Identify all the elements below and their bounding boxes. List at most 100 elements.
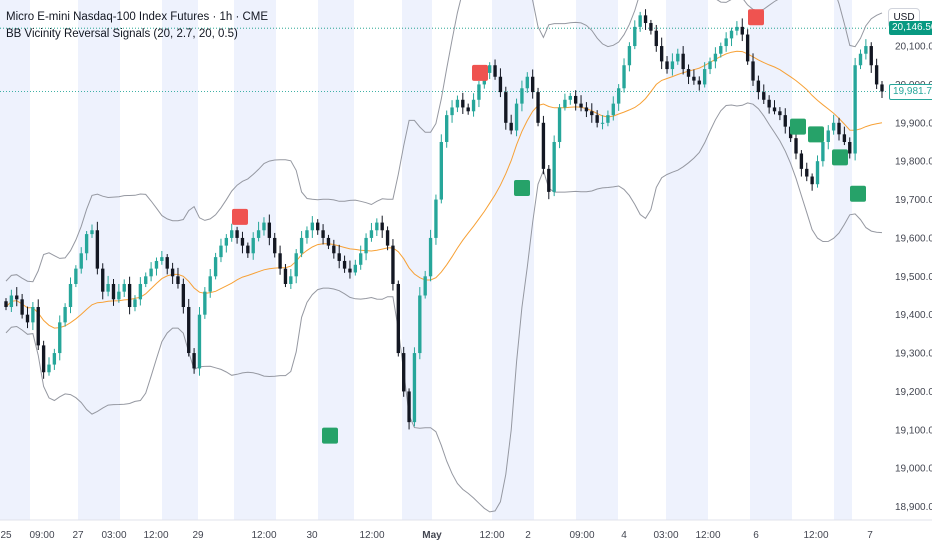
candle-body (144, 276, 148, 284)
candle-body (74, 268, 78, 284)
candle-body (794, 138, 798, 154)
candle-body (590, 111, 594, 116)
candle-body (595, 115, 599, 123)
candle-body (826, 130, 830, 142)
candle-body (122, 283, 126, 292)
candle-body (488, 65, 492, 73)
candle-body (568, 95, 572, 100)
candle-body (719, 46, 723, 54)
buy-signal-marker (850, 185, 866, 202)
candle-body (246, 245, 250, 254)
sell-signal-marker (232, 208, 248, 225)
candle-body (101, 268, 105, 292)
candle-body (681, 53, 685, 70)
candle-body (461, 99, 465, 108)
candle-body (273, 237, 277, 254)
candle-body (278, 253, 282, 269)
session-band (576, 0, 618, 520)
candle-body (686, 69, 691, 77)
candle-body (310, 222, 315, 231)
candle-body (41, 345, 46, 373)
candle-body (455, 99, 460, 108)
candle-body (767, 99, 771, 108)
session-shading (0, 0, 852, 520)
candle-body (520, 88, 524, 104)
candle-body (805, 168, 809, 177)
candle-body (117, 291, 121, 300)
candle-body (289, 276, 293, 284)
candle-body (670, 61, 675, 70)
candle-body (364, 237, 368, 254)
candle-body (525, 76, 529, 89)
candle-body (106, 283, 110, 292)
candle-body (423, 276, 427, 296)
candle-body (579, 103, 583, 108)
session-band (750, 0, 792, 520)
candle-body (316, 222, 320, 231)
price-axis-label: 19,700.00 (895, 195, 932, 206)
time-axis-label: 4 (621, 530, 627, 541)
candle-body (654, 30, 658, 47)
candle-body (724, 38, 728, 47)
candle-body (412, 353, 417, 423)
session-band (834, 0, 852, 520)
candle-body (9, 295, 14, 308)
candle-body (326, 237, 331, 246)
session-band (0, 0, 30, 520)
indicator-legend[interactable]: BB Vicinity Reversal Signals (20, 2.7, 2… (6, 28, 238, 40)
bb-lower-band-line (5, 102, 883, 513)
candle-body (729, 30, 734, 39)
candle-body (864, 46, 868, 54)
candle-body (552, 141, 556, 192)
candle-body (810, 176, 814, 185)
candle-body (165, 257, 169, 269)
candle-body (762, 92, 766, 100)
price-axis-label: 18,900.00 (895, 502, 932, 513)
candle-body (391, 245, 395, 284)
candle-body (573, 95, 578, 104)
candle-body (176, 276, 180, 284)
candle-body (848, 141, 852, 154)
candle-body (332, 245, 336, 254)
price-axis-label: 19,300.00 (895, 349, 932, 360)
time-axis[interactable]: 25 09:00 27 03:00 12:00 29 12:00 30 12:00 May 12:0… (0, 530, 873, 541)
candle-body (434, 199, 438, 238)
candle-body (799, 153, 804, 169)
candle-body (63, 307, 67, 323)
candle-body (58, 322, 62, 354)
candle-body (557, 107, 562, 142)
candle-body (111, 283, 116, 300)
candle-body (4, 301, 8, 308)
candle-body (622, 65, 626, 89)
time-axis-label: 27 (72, 530, 84, 541)
candle-body (498, 76, 503, 93)
candle-body (772, 107, 777, 112)
candle-body (149, 268, 153, 277)
candle-body (192, 353, 196, 369)
candle-body (676, 53, 680, 62)
sell-signal-marker (748, 9, 764, 26)
candle-body (821, 141, 825, 162)
time-axis-label: 09:00 (569, 530, 594, 541)
candle-body (47, 364, 51, 373)
candle-body (342, 260, 347, 269)
price-axis-label: 19,100.00 (895, 425, 932, 436)
candle-body (708, 61, 712, 70)
candle-body (584, 107, 589, 112)
candle-body (649, 23, 653, 31)
chart-title[interactable]: Micro E-mini Nasdaq-100 Index Futures · … (6, 11, 269, 23)
candle-body (219, 245, 223, 258)
candle-body (348, 268, 352, 273)
time-axis-label: 6 (753, 530, 759, 541)
price-axis-label: 19,900.00 (895, 118, 932, 129)
candle-body (154, 260, 159, 269)
candle-body (84, 234, 89, 254)
candle-body (751, 61, 755, 81)
candle-body (294, 253, 298, 277)
candle-body (638, 15, 642, 27)
candle-body (95, 230, 100, 269)
candle-body (15, 295, 19, 300)
candle-body (692, 76, 696, 81)
candle-body (138, 283, 143, 300)
